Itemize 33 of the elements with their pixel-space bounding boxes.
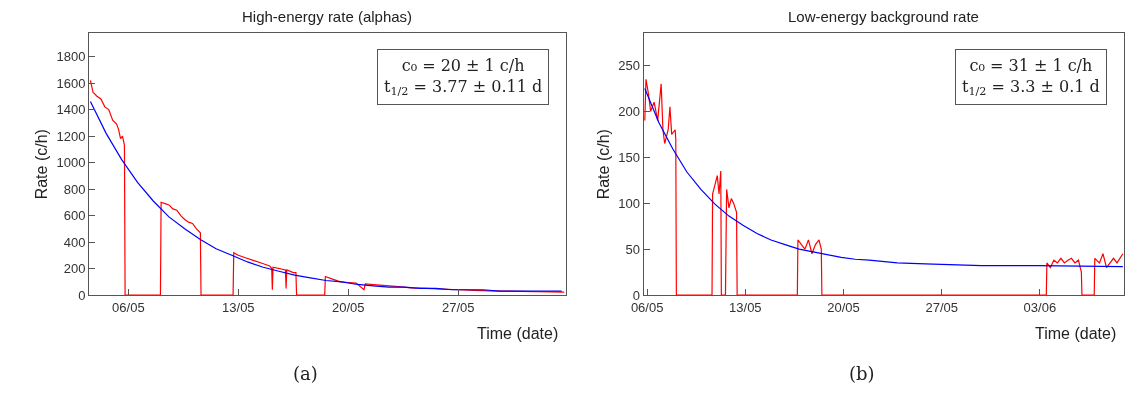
annotation: c₀ = 31 ± 1 c/h t$_{1/2}$ = 3.3 ± 0.1 d [962,56,1100,99]
chart-title: Low-energy background rate [788,8,979,25]
x-tick-label: 13/05 [222,299,255,315]
y-axis-title: Rate (c/h) [33,129,51,200]
y-tick-label: 0 [78,287,86,303]
x-tick-label: 20/05 [827,299,860,315]
y-axis-title: Rate (c/h) [595,129,613,200]
y-tick-label: 600 [63,208,86,224]
y-tick-label: 800 [63,181,86,197]
x-axis-title: Time (date) [1035,325,1117,342]
y-tick-label: 250 [618,58,641,74]
text: (b) [849,363,875,384]
x-tick-label: 27/05 [925,299,958,315]
x-tick-label: 27/05 [441,299,475,315]
y-tick-label: 100 [618,195,641,211]
y-tick-label: 150 [618,149,641,165]
text: (a) [293,363,318,384]
y-tick-label: 1200 [56,128,86,144]
chart-title: High-energy rate (alphas) [242,8,413,25]
y-tick-label: 1800 [56,49,86,65]
annotation: c₀ = 20 ± 1 c/h t$_{1/2}$ = 3.77 ± 0.11 d [384,56,543,99]
x-tick-label: 06/05 [112,299,145,315]
y-tick-label: 1400 [56,102,86,118]
x-tick-label: 20/05 [332,299,365,315]
y-tick-label: 200 [618,103,641,119]
y-tick-label: 200 [63,261,86,277]
x-axis-title: Time (date) [477,325,559,342]
y-tick-label: 1000 [56,155,86,171]
y-tick-label: 50 [625,241,641,257]
x-tick-label: 03/06 [1023,299,1057,315]
x-tick-label: 13/05 [729,299,762,315]
y-tick-label: 1600 [56,75,86,91]
y-tick-label: 400 [63,234,86,250]
